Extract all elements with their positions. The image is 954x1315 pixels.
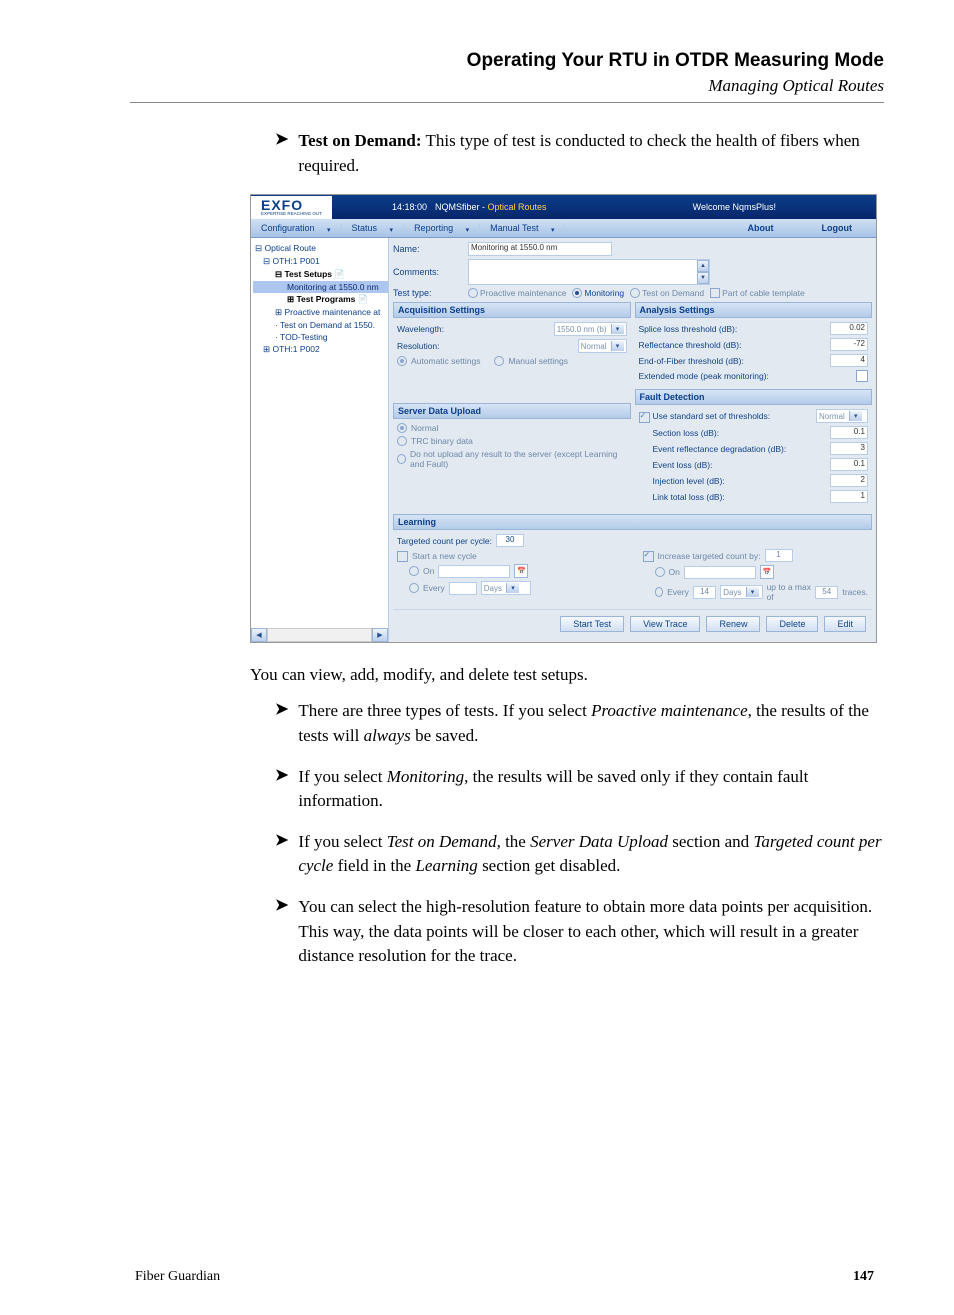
inc-every-radio[interactable] xyxy=(655,587,664,597)
chevron-down-icon[interactable]: ▾ xyxy=(611,341,624,351)
start-test-button[interactable]: Start Test xyxy=(560,616,624,632)
on-date[interactable] xyxy=(438,565,510,578)
arrow-icon: ➤ xyxy=(275,129,288,178)
sdu-normal[interactable] xyxy=(397,423,407,433)
edit-button[interactable]: Edit xyxy=(824,616,866,632)
comments-input[interactable]: ▲▼ xyxy=(468,259,710,285)
menu-reporting[interactable]: Reporting xyxy=(404,223,480,233)
menu-manual-test[interactable]: Manual Test xyxy=(480,223,565,233)
section-title: Managing Optical Routes xyxy=(130,76,884,96)
every-n[interactable] xyxy=(449,582,477,595)
extended-checkbox[interactable] xyxy=(856,370,868,382)
opt-proactive[interactable]: Proactive maintenance xyxy=(468,288,566,298)
bullet-item: ➤There are three types of tests. If you … xyxy=(275,699,884,748)
every-radio[interactable] xyxy=(409,583,419,593)
bullet-item: ➤If you select Monitoring, the results w… xyxy=(275,765,884,814)
event-refl-input[interactable]: 3 xyxy=(830,442,868,455)
chapter-title: Operating Your RTU in OTDR Measuring Mod… xyxy=(130,50,884,72)
wavelength-select[interactable]: 1550.0 nm (b)▾ xyxy=(554,322,627,336)
clock: 14:18:00 xyxy=(392,202,427,212)
bullet-bold: Test on Demand: xyxy=(298,131,421,150)
inc-every-n[interactable]: 14 xyxy=(693,586,716,599)
scroll-right-icon[interactable]: ▶ xyxy=(372,628,388,642)
bullet-item: ➤You can select the high-resolution feat… xyxy=(275,895,884,969)
app-screenshot: EXFO EXPERTISE REACHING OUT 14:18:00 NQM… xyxy=(250,194,877,643)
max-input[interactable]: 54 xyxy=(815,586,838,599)
on-radio[interactable] xyxy=(409,566,419,576)
resolution-select[interactable]: Normal▾ xyxy=(578,339,627,353)
start-new-checkbox[interactable] xyxy=(397,551,408,562)
calendar-icon[interactable]: 📅 xyxy=(514,564,528,578)
inc-every-unit[interactable]: Days▾ xyxy=(720,585,762,599)
renew-button[interactable]: Renew xyxy=(706,616,760,632)
bullet-text: If you select Test on Demand, the Server… xyxy=(298,830,884,879)
increase-checkbox[interactable] xyxy=(643,551,654,562)
intro-text: You can view, add, modify, and delete te… xyxy=(250,665,884,685)
arrow-icon: ➤ xyxy=(275,699,288,748)
opt-template[interactable]: Part of cable template xyxy=(710,288,805,298)
logo: EXFO EXPERTISE REACHING OUT xyxy=(251,196,332,219)
eof-input[interactable]: 4 xyxy=(830,354,868,367)
use-std-select[interactable]: Normal▾ xyxy=(816,409,868,423)
bullet-text: There are three types of tests. If you s… xyxy=(298,699,884,748)
tree-scrollbar[interactable]: ◀ ▶ xyxy=(251,628,388,642)
learning-header: Learning xyxy=(393,514,872,530)
menubar: Configuration Status Reporting Manual Te… xyxy=(251,219,876,238)
menu-logout[interactable]: Logout xyxy=(798,223,877,233)
sdu-header: Server Data Upload xyxy=(393,403,631,419)
name-input[interactable]: Monitoring at 1550.0 nm xyxy=(468,242,612,256)
opt-tod[interactable]: Test on Demand xyxy=(630,288,704,298)
fault-header: Fault Detection xyxy=(635,389,873,405)
sdu-trc[interactable] xyxy=(397,436,407,446)
injection-input[interactable]: 2 xyxy=(830,474,868,487)
use-std-checkbox[interactable] xyxy=(639,412,650,423)
targeted-input[interactable]: 30 xyxy=(496,534,524,547)
test-type-label: Test type: xyxy=(393,288,468,298)
name-label: Name: xyxy=(393,244,468,254)
scroll-left-icon[interactable]: ◀ xyxy=(251,628,267,642)
resolution-label: Resolution: xyxy=(397,341,578,351)
inc-on-radio[interactable] xyxy=(655,567,665,577)
footer-left: Fiber Guardian xyxy=(135,1269,220,1285)
inc-on-date[interactable] xyxy=(684,566,756,579)
menu-status[interactable]: Status xyxy=(342,223,405,233)
analysis-header: Analysis Settings xyxy=(635,302,873,318)
delete-button[interactable]: Delete xyxy=(766,616,818,632)
nav-tree[interactable]: ⊟ Optical Route ⊟ OTH:1 P001 ⊟ Test Setu… xyxy=(251,238,389,642)
bullet-top: ➤ Test on Demand: This type of test is c… xyxy=(275,129,884,178)
menu-about[interactable]: About xyxy=(724,223,798,233)
bullet-item: ➤If you select Test on Demand, the Serve… xyxy=(275,830,884,879)
every-unit[interactable]: Days▾ xyxy=(481,581,531,595)
page-number: 147 xyxy=(853,1269,874,1285)
increase-input[interactable]: 1 xyxy=(765,549,793,562)
menu-configuration[interactable]: Configuration xyxy=(251,223,342,233)
sdu-noupload[interactable] xyxy=(397,454,406,464)
reflect-input[interactable]: -72 xyxy=(830,338,868,351)
scroll-up-icon[interactable]: ▲ xyxy=(697,260,709,272)
arrow-icon: ➤ xyxy=(275,830,288,879)
splice-input[interactable]: 0.02 xyxy=(830,322,868,335)
link-total-input[interactable]: 1 xyxy=(830,490,868,503)
scroll-down-icon[interactable]: ▼ xyxy=(697,272,709,284)
tree-selected[interactable]: Monitoring at 1550.0 nm xyxy=(253,281,388,293)
welcome-text: Welcome NqmsPlus! xyxy=(693,202,776,212)
acq-header: Acquisition Settings xyxy=(393,302,631,318)
event-loss-input[interactable]: 0.1 xyxy=(830,458,868,471)
bullet-text: You can select the high-resolution featu… xyxy=(298,895,884,969)
bullet-text: If you select Monitoring, the results wi… xyxy=(298,765,884,814)
opt-monitoring[interactable]: Monitoring xyxy=(572,288,624,298)
calendar-icon[interactable]: 📅 xyxy=(760,565,774,579)
arrow-icon: ➤ xyxy=(275,895,288,969)
arrow-icon: ➤ xyxy=(275,765,288,814)
app-header: EXFO EXPERTISE REACHING OUT 14:18:00 NQM… xyxy=(251,195,876,219)
chevron-down-icon[interactable]: ▾ xyxy=(611,324,624,334)
wavelength-label: Wavelength: xyxy=(397,324,554,334)
view-trace-button[interactable]: View Trace xyxy=(630,616,700,632)
manual-radio[interactable] xyxy=(494,356,504,366)
section-loss-input[interactable]: 0.1 xyxy=(830,426,868,439)
app-name: NQMSfiber - Optical Routes xyxy=(435,202,547,212)
auto-radio[interactable] xyxy=(397,356,407,366)
comments-label: Comments: xyxy=(393,267,468,277)
